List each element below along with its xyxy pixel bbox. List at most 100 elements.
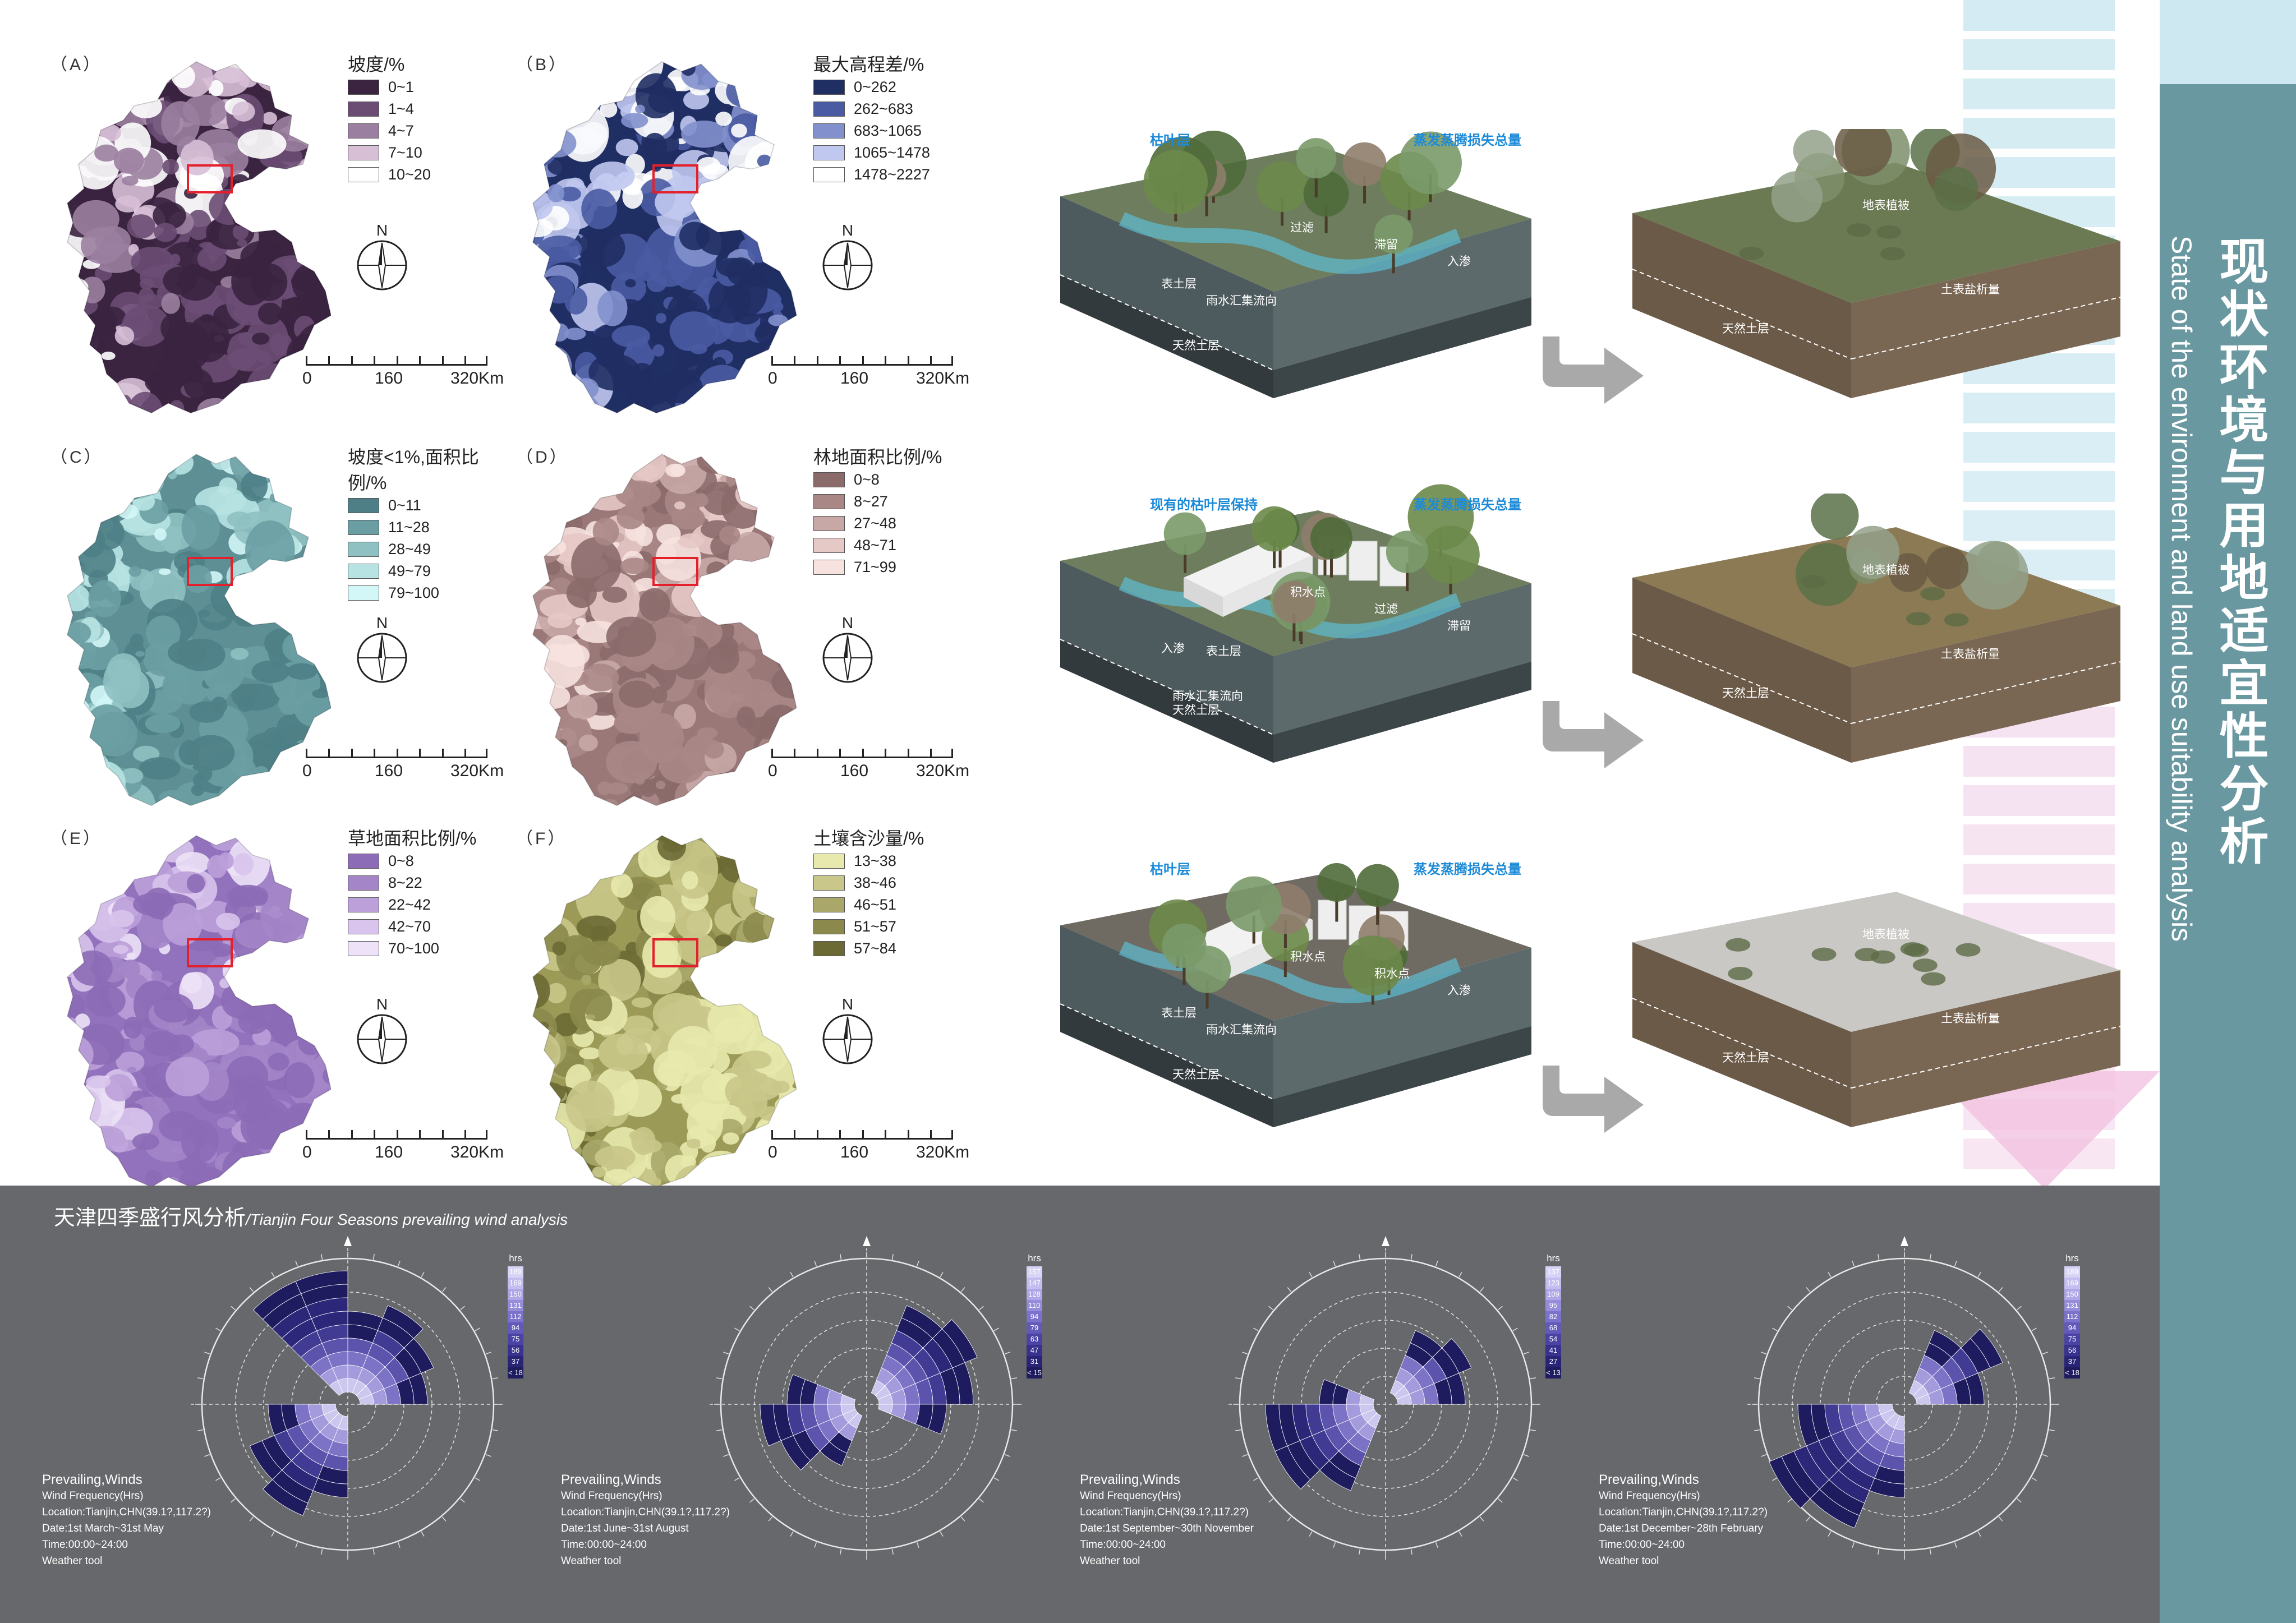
legend-label: 7~10 (388, 144, 422, 161)
compass: N (356, 222, 408, 294)
legend-row: 28~49 (348, 538, 516, 560)
compass-letter: N (376, 614, 388, 631)
wind-info: Prevailing,Winds Wind Frequency(Hrs) Locat… (1080, 1472, 1254, 1569)
legend-row: 0~1 (348, 76, 431, 98)
legend-label: 4~7 (388, 122, 414, 139)
scale-tick (374, 356, 375, 364)
block-label: 积水点 (1290, 586, 1326, 599)
legend-row: 71~99 (813, 556, 942, 578)
colorbar-cell: 150 (508, 1289, 523, 1300)
colorbar-cell: 56 (2064, 1345, 2080, 1356)
scale-labels: 0 160 320Km (302, 762, 541, 781)
wind-info-tool: Weather tool (561, 1555, 622, 1567)
scale-line (306, 749, 487, 758)
wind-info-time: Time:00:00~24:00 (1080, 1539, 1166, 1551)
scale-tick (328, 356, 330, 364)
wind-info-freq: Wind Frequency(Hrs) (1080, 1490, 1181, 1502)
scale-tick (951, 356, 953, 364)
scale-tick (951, 749, 953, 757)
decor-stripe (1963, 746, 2115, 777)
legend-swatch (813, 516, 845, 531)
scale-tick (862, 356, 864, 364)
colorbar-cell: < 18 (508, 1367, 523, 1378)
scale-tick (885, 749, 886, 757)
decor-stripe (1963, 471, 2115, 502)
wind-info-freq: Wind Frequency(Hrs) (1599, 1490, 1700, 1502)
scale-labels: 0 160 320Km (768, 762, 1007, 781)
scale-bar: 0 160 320Km (302, 356, 541, 388)
scale-bar: 0 160 320Km (768, 1130, 1007, 1162)
scale-tick (794, 749, 795, 757)
wind-title: 天津四季盛行风分析/Tianjin Four Seasons prevailin… (54, 1200, 568, 1231)
wind-info-tool: Weather tool (1080, 1555, 1140, 1567)
colorbar-unit: hrs (1547, 1253, 1560, 1264)
scale-labels: 0 160 320Km (302, 369, 541, 388)
wind-rose (710, 1236, 1024, 1561)
map-card-b: （B） 最大高程差/% 0~262 262~683 683~1065 1065~1478 1… (516, 50, 982, 414)
legend-swatch (813, 538, 845, 553)
colorbar-cell: < 15 (1027, 1367, 1042, 1378)
legend-swatch (348, 102, 379, 117)
map-card-e: （E） 草地面积比例/% 0~8 8~22 22~42 42~70 70~100 N 0 160 3… (50, 824, 516, 1188)
legend-label: 79~100 (388, 584, 439, 601)
compass: N (356, 995, 408, 1068)
legend-swatch (348, 80, 379, 95)
map-legend: 草地面积比例/% 0~8 8~22 22~42 42~70 70~100 (348, 824, 476, 960)
map-card-f: （F） 土壤含沙量/% 13~38 38~46 46~51 51~57 57~84 N 0 160… (516, 824, 982, 1188)
colorbar-cell: 54 (1545, 1334, 1561, 1345)
legend-swatch (348, 542, 379, 557)
legend-title: 坡度<1%,面积比例/% (348, 447, 479, 493)
scale-tick (374, 1130, 375, 1138)
legend-label: 10~20 (388, 166, 431, 183)
block-label: 雨水汇集流向 (1206, 1023, 1277, 1036)
down-arrow-icon (1930, 1009, 2160, 1189)
colorbar-cell: 27 (1545, 1356, 1561, 1367)
map-label: （F） (516, 829, 567, 848)
colorbar-cell: 112 (2064, 1311, 2080, 1322)
wind-rose (1228, 1236, 1543, 1561)
study-area-box (652, 164, 698, 193)
north-arrow-icon (357, 633, 407, 683)
wind-info-date: Date:1st September~30th November (1080, 1523, 1254, 1534)
scale-tick (839, 749, 841, 757)
legend-swatch (348, 520, 379, 535)
transition-arrow-icon (1543, 1066, 1644, 1133)
wind-info-loc: Location:Tianjin,CHN(39.1?,117.2?) (1080, 1506, 1249, 1518)
scale-tick (328, 749, 330, 757)
legend-row: 683~1065 (813, 120, 930, 142)
colorbar-cell: 41 (1545, 1345, 1561, 1356)
colorbar-cell: 95 (1545, 1300, 1561, 1311)
block-label: 天然土层 (1722, 1052, 1769, 1064)
block-label: 雨水汇集流向 (1172, 690, 1243, 703)
map-legend: 最大高程差/% 0~262 262~683 683~1065 1065~1478 1478… (813, 50, 930, 186)
colorbar-cell: 112 (508, 1311, 523, 1322)
legend-label: 38~46 (854, 874, 896, 891)
decor-stripe (1963, 118, 2115, 149)
scale-tick (464, 1130, 466, 1138)
legend-swatch (813, 919, 845, 934)
map-card-c: （C） 坡度<1%,面积比例/% 0~11 11~28 28~49 49~79 79~100… (50, 443, 516, 806)
study-area-box (187, 557, 233, 586)
scale-label: 0 (302, 369, 312, 388)
colorbar-cell: 31 (1027, 1356, 1042, 1367)
scale-tick (862, 749, 864, 757)
colorbar-cell: 109 (1545, 1289, 1561, 1300)
wind-info-tool: Weather tool (1599, 1555, 1659, 1567)
region-map (66, 61, 331, 414)
map-legend: 林地面积比例/% 0~8 8~27 27~48 48~71 71~99 (813, 443, 942, 578)
scale-tick (885, 356, 886, 364)
legend-row: 22~42 (348, 894, 476, 916)
page-subtitle: State of the environment and land use su… (2166, 236, 2197, 942)
decor-stripe (1963, 79, 2115, 109)
scale-tick (930, 1130, 932, 1138)
region-map (532, 61, 797, 414)
decor-stripe (1963, 39, 2115, 70)
transition-arrow-icon (1543, 701, 1644, 768)
scale-tick (351, 749, 353, 757)
scale-tick (794, 356, 795, 364)
legend-label: 1478~2227 (854, 166, 930, 183)
block-label: 积水点 (1290, 951, 1326, 963)
compass: N (822, 995, 873, 1068)
scale-line (771, 1130, 953, 1140)
scale-line (306, 356, 487, 366)
